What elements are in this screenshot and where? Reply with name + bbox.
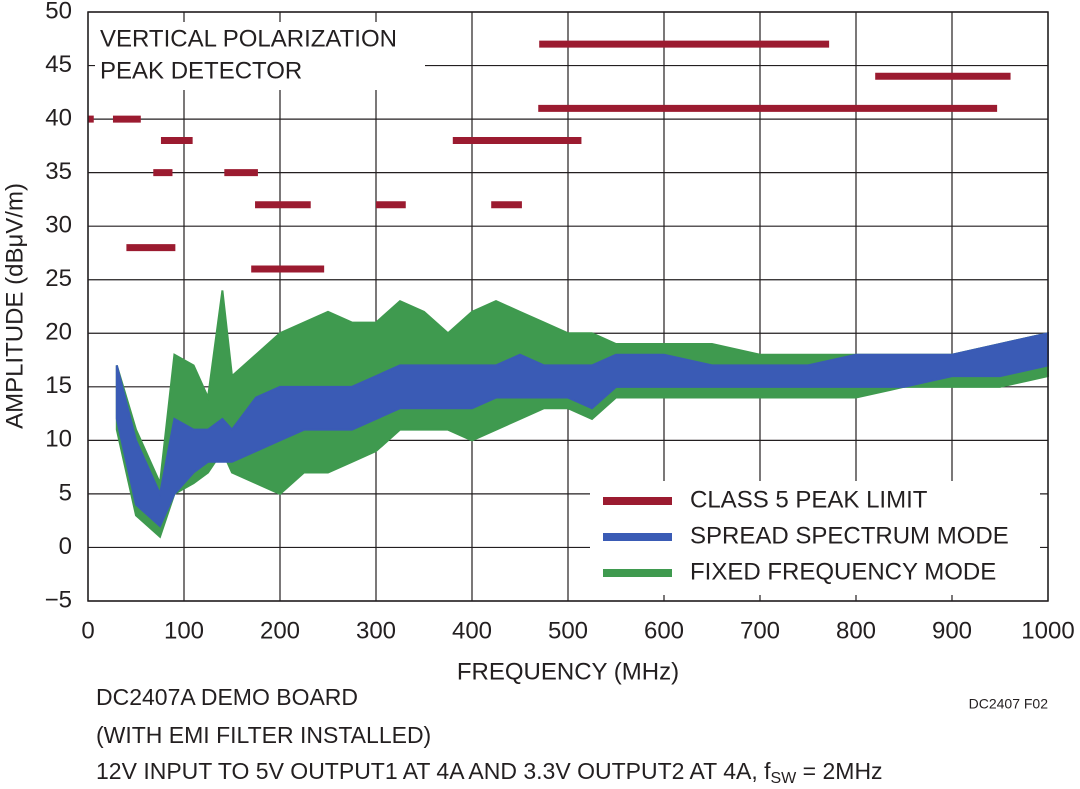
y-tick-label: 45 <box>45 51 72 78</box>
x-axis-label: FREQUENCY (MHz) <box>457 658 679 685</box>
x-tick-label: 800 <box>836 617 876 644</box>
x-tick-label: 600 <box>644 617 684 644</box>
y-tick-label: 25 <box>45 265 72 292</box>
y-tick-label: 50 <box>45 0 72 24</box>
y-tick-label: 40 <box>45 104 72 131</box>
x-tick-label: 100 <box>164 617 204 644</box>
footnote-subscript: SW <box>771 770 798 787</box>
y-tick-label: −5 <box>45 586 72 613</box>
footnote-text: = 2MHz <box>796 758 882 784</box>
x-tick-label: 300 <box>356 617 396 644</box>
marks <box>88 40 1049 539</box>
plot-frame <box>87 11 1049 602</box>
legend-label: CLASS 5 PEAK LIMIT <box>690 486 928 513</box>
y-tick-label: 0 <box>59 533 72 560</box>
y-tick-label: 35 <box>45 158 72 185</box>
footnote-text: 12V INPUT TO 5V OUTPUT1 AT 4A AND 3.3V O… <box>96 758 771 784</box>
x-tick-label: 0 <box>81 617 94 644</box>
footnote: (WITH EMI FILTER INSTALLED) <box>96 722 431 748</box>
y-tick-label: 15 <box>45 372 72 399</box>
annotation: VERTICAL POLARIZATION <box>100 25 397 52</box>
y-tick-label: 30 <box>45 212 72 239</box>
x-tick-label: 400 <box>452 617 492 644</box>
figure-code: DC2407 F02 <box>969 696 1049 712</box>
y-tick-label: 10 <box>45 426 72 453</box>
footnote: 12V INPUT TO 5V OUTPUT1 AT 4A AND 3.3V O… <box>96 758 883 787</box>
y-tick-label: 20 <box>45 319 72 346</box>
x-tick-label: 500 <box>548 617 588 644</box>
annotation: PEAK DETECTOR <box>100 57 302 84</box>
x-tick-label: 900 <box>932 617 972 644</box>
annotation-bg <box>95 22 425 90</box>
legend-label: FIXED FREQUENCY MODE <box>690 558 996 585</box>
x-tick-label: 200 <box>260 617 300 644</box>
x-tick-label: 700 <box>740 617 780 644</box>
footnote: DC2407A DEMO BOARD <box>96 684 358 710</box>
x-tick-label: 1000 <box>1021 617 1074 644</box>
legend-label: SPREAD SPECTRUM MODE <box>690 522 1009 549</box>
y-axis-label: AMPLITUDE (dBμV/m) <box>1 183 28 429</box>
y-tick-label: 5 <box>59 479 72 506</box>
